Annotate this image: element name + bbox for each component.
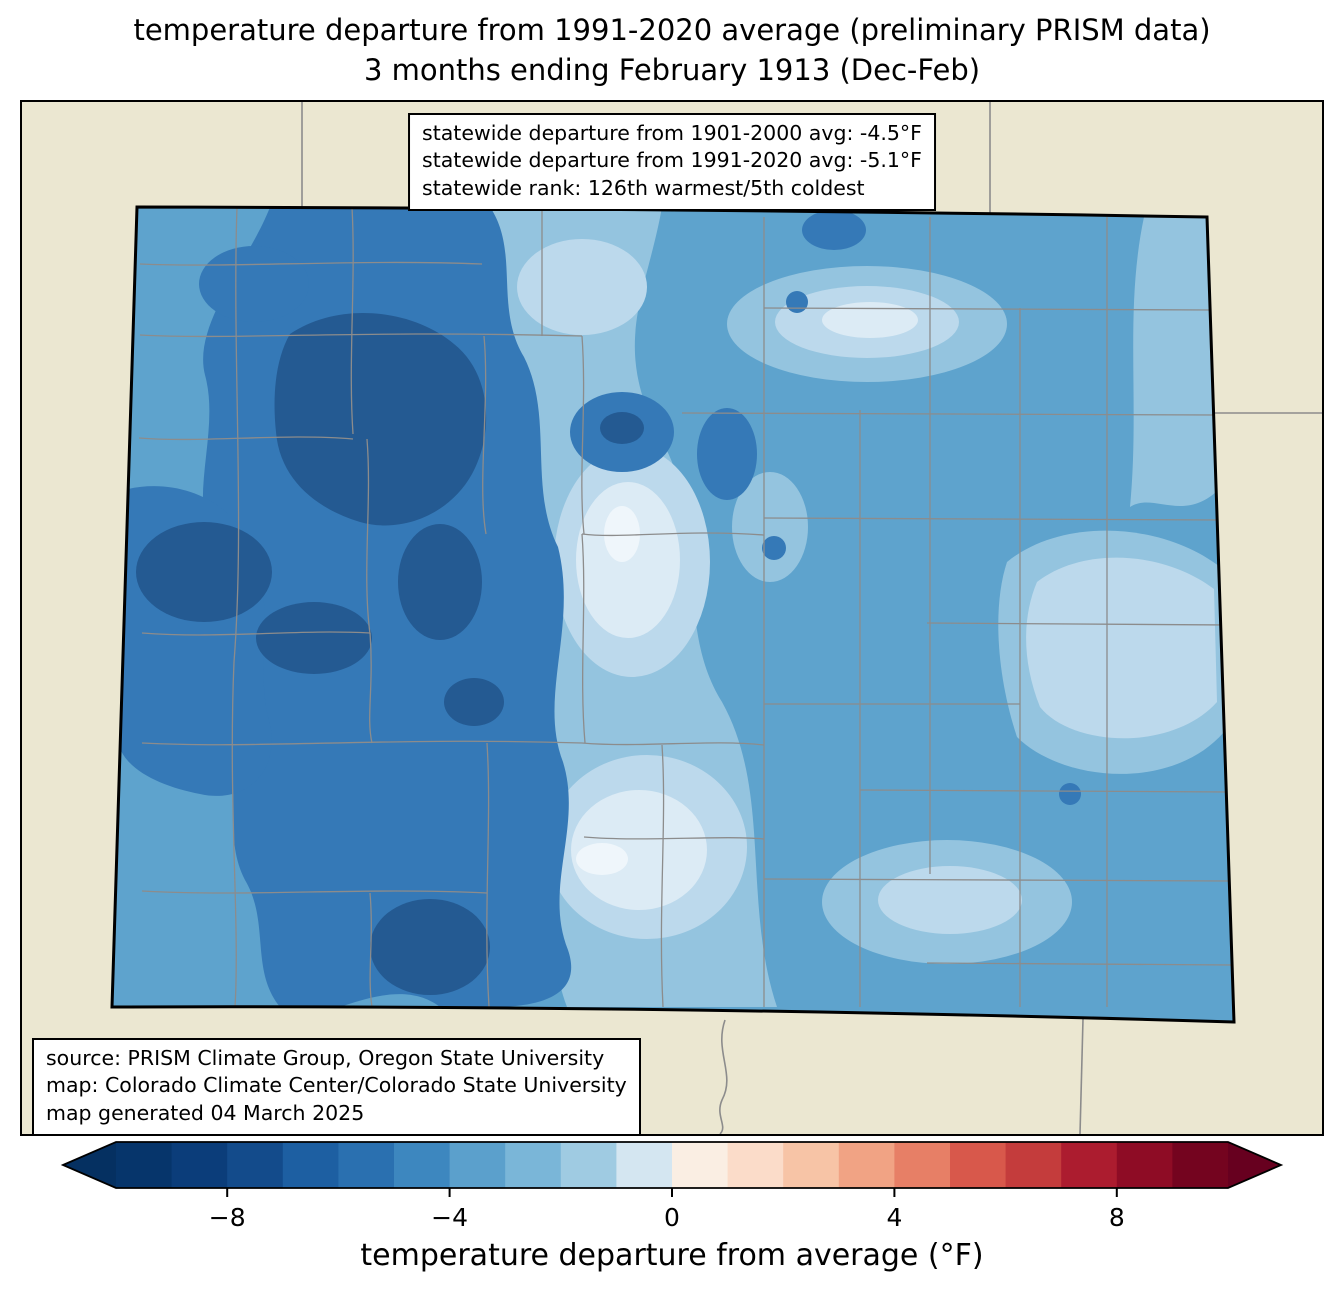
colorbar-tick-label: 0 [664, 1203, 680, 1232]
colorbar-segment [449, 1142, 506, 1188]
title-line-2: 3 months ending February 1913 (Dec-Feb) [363, 53, 981, 87]
contour-white [604, 506, 640, 562]
colorado-map [110, 102, 1322, 1134]
colorbar-segment [950, 1142, 1007, 1188]
colorbar-segment [227, 1142, 284, 1188]
colorbar-tick-label: −8 [209, 1203, 246, 1232]
stats-line-3: statewide rank: 126th warmest/5th coldes… [422, 175, 865, 200]
stats-line-2: statewide departure from 1991-2020 avg: … [422, 148, 922, 173]
colorbar-segment [1005, 1142, 1062, 1188]
colorbar-segment [783, 1142, 840, 1188]
contour-dark [786, 291, 808, 313]
colorbar-segment [282, 1142, 340, 1188]
colorbar-segment [727, 1142, 784, 1188]
colorbar-outline [60, 1141, 1284, 1189]
river-line [719, 1019, 728, 1134]
statewide-stats-box: statewide departure from 1901-2000 avg: … [408, 113, 936, 211]
colorbar-segment [171, 1142, 228, 1188]
contour-pale [878, 866, 1022, 934]
colorbar-segment [1172, 1142, 1228, 1188]
colorbar-segment [1116, 1142, 1174, 1188]
contour-dark [1059, 783, 1081, 805]
contour-dark [199, 246, 309, 322]
colorbar-segment [505, 1142, 562, 1188]
colorbar-tick-label: 8 [1109, 1203, 1125, 1232]
contour-darkest [274, 312, 487, 526]
source-line-2: map: Colorado Climate Center/Colorado St… [46, 1073, 627, 1098]
contour-very-pale [571, 790, 707, 910]
contour-darkest [370, 899, 490, 995]
colorbar-segment [616, 1142, 673, 1188]
contour-pale [1026, 557, 1217, 739]
colorbar-ticks [226, 1188, 1118, 1197]
neighbor-state-borders [301, 102, 1322, 1134]
source-box: source: PRISM Climate Group, Oregon Stat… [32, 1038, 641, 1134]
contour-light [1130, 217, 1216, 507]
contour-light [732, 472, 808, 582]
map-panel: statewide departure from 1901-2000 avg: … [20, 100, 1324, 1136]
colorbar-segment [394, 1142, 451, 1188]
colorbar-segment [894, 1142, 951, 1188]
contour-dark [697, 408, 757, 500]
colorbar-left-arrow [63, 1142, 116, 1188]
contour-white [576, 843, 628, 875]
county-borders [138, 207, 1234, 1008]
colorbar-segment [560, 1142, 618, 1188]
colorbar-segment [338, 1142, 395, 1188]
colorbar-tick-label: 4 [886, 1203, 902, 1232]
colorbar-segment [672, 1142, 729, 1188]
colorbar-axis-label: temperature departure from average (°F) [360, 1238, 984, 1273]
colorbar-tick-label: −4 [431, 1203, 468, 1232]
contour-darkest [136, 522, 272, 622]
colorbar-segment [1061, 1142, 1118, 1188]
title-line-1: temperature departure from 1991-2020 ave… [133, 13, 1211, 47]
colorbar-right-arrow [1228, 1142, 1281, 1188]
contour-darkest [398, 524, 482, 640]
colorbar-segment [838, 1142, 896, 1188]
source-line-1: source: PRISM Climate Group, Oregon Stat… [46, 1046, 605, 1070]
contour-darkest [600, 412, 644, 444]
stats-line-1: statewide departure from 1901-2000 avg: … [422, 121, 922, 145]
contour-dark [802, 210, 866, 250]
colorbar: −8 −4 0 4 8 [60, 1141, 1284, 1232]
colorbar-segment [116, 1142, 173, 1188]
contour-darkest [256, 602, 372, 674]
figure-title: temperature departure from 1991-2020 ave… [0, 10, 1344, 90]
contour-dark [762, 536, 786, 560]
contour-very-pale [822, 302, 918, 338]
contour-darkest [444, 678, 504, 726]
temperature-contours [112, 207, 1234, 1022]
source-line-3: map generated 04 March 2025 [46, 1100, 365, 1125]
contour-pale [517, 239, 647, 335]
